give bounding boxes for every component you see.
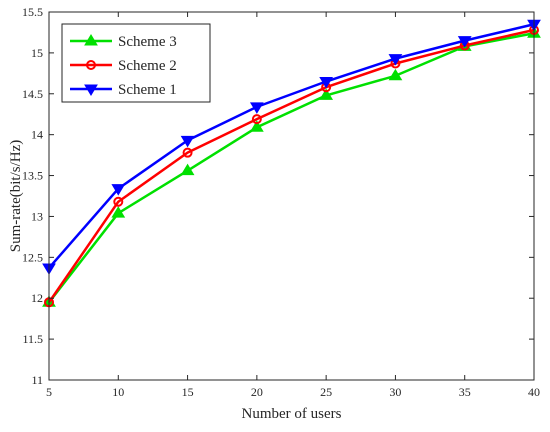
y-tick-label: 12 <box>31 291 43 305</box>
series-line <box>48 32 535 304</box>
y-tick-label: 13 <box>31 209 43 223</box>
data-point <box>111 184 126 196</box>
data-point <box>251 114 262 125</box>
y-tick-label: 11.5 <box>22 332 43 346</box>
data-point <box>388 54 403 66</box>
legend-swatch-marker <box>84 34 98 46</box>
y-tick-label: 14.5 <box>22 87 43 101</box>
data-point <box>319 77 334 89</box>
x-tick-label: 30 <box>389 385 401 399</box>
data-point <box>249 120 264 132</box>
y-tick-label: 14 <box>31 128 43 142</box>
x-axis-label: Number of users <box>242 406 342 422</box>
data-point <box>388 68 403 81</box>
legend-label: Scheme 3 <box>118 34 177 50</box>
data-point <box>249 102 264 114</box>
y-tick-label: 12.5 <box>22 250 43 264</box>
series-line <box>48 23 535 269</box>
x-tick-label: 10 <box>112 385 124 399</box>
data-point <box>457 36 472 48</box>
data-point <box>319 88 334 100</box>
data-point <box>180 163 195 176</box>
x-tick-label: 15 <box>182 385 194 399</box>
legend: Scheme 3 Scheme 2 Scheme 1 <box>61 23 211 103</box>
data-point <box>180 135 195 148</box>
series-line <box>47 28 535 304</box>
legend-label: Scheme 1 <box>118 82 177 98</box>
legend-label: Scheme 2 <box>118 58 177 74</box>
legend-swatch-marker <box>84 84 98 96</box>
y-axis-label: Sum-rate(bit/s/Hz) <box>8 140 24 252</box>
y-tick-label: 15 <box>31 46 43 60</box>
y-tick-label: 15.5 <box>22 5 43 19</box>
y-tick-label: 13.5 <box>22 169 43 183</box>
x-tick-label: 25 <box>320 385 332 399</box>
data-point <box>182 147 193 158</box>
axes-layer: 5 10 15 20 25 30 35 40 11 11.5 12 12.5 13 13.5 14 14.5 1… <box>22 5 540 399</box>
legend-swatch-marker <box>86 60 96 70</box>
y-tick-label: 11 <box>31 373 43 387</box>
x-tick-label: 40 <box>528 385 540 399</box>
plot-frame <box>48 11 535 381</box>
data-point <box>113 196 124 207</box>
x-tick-label: 5 <box>46 385 52 399</box>
x-tick-label: 20 <box>251 385 263 399</box>
x-tick-label: 35 <box>459 385 471 399</box>
data-point <box>111 206 126 218</box>
